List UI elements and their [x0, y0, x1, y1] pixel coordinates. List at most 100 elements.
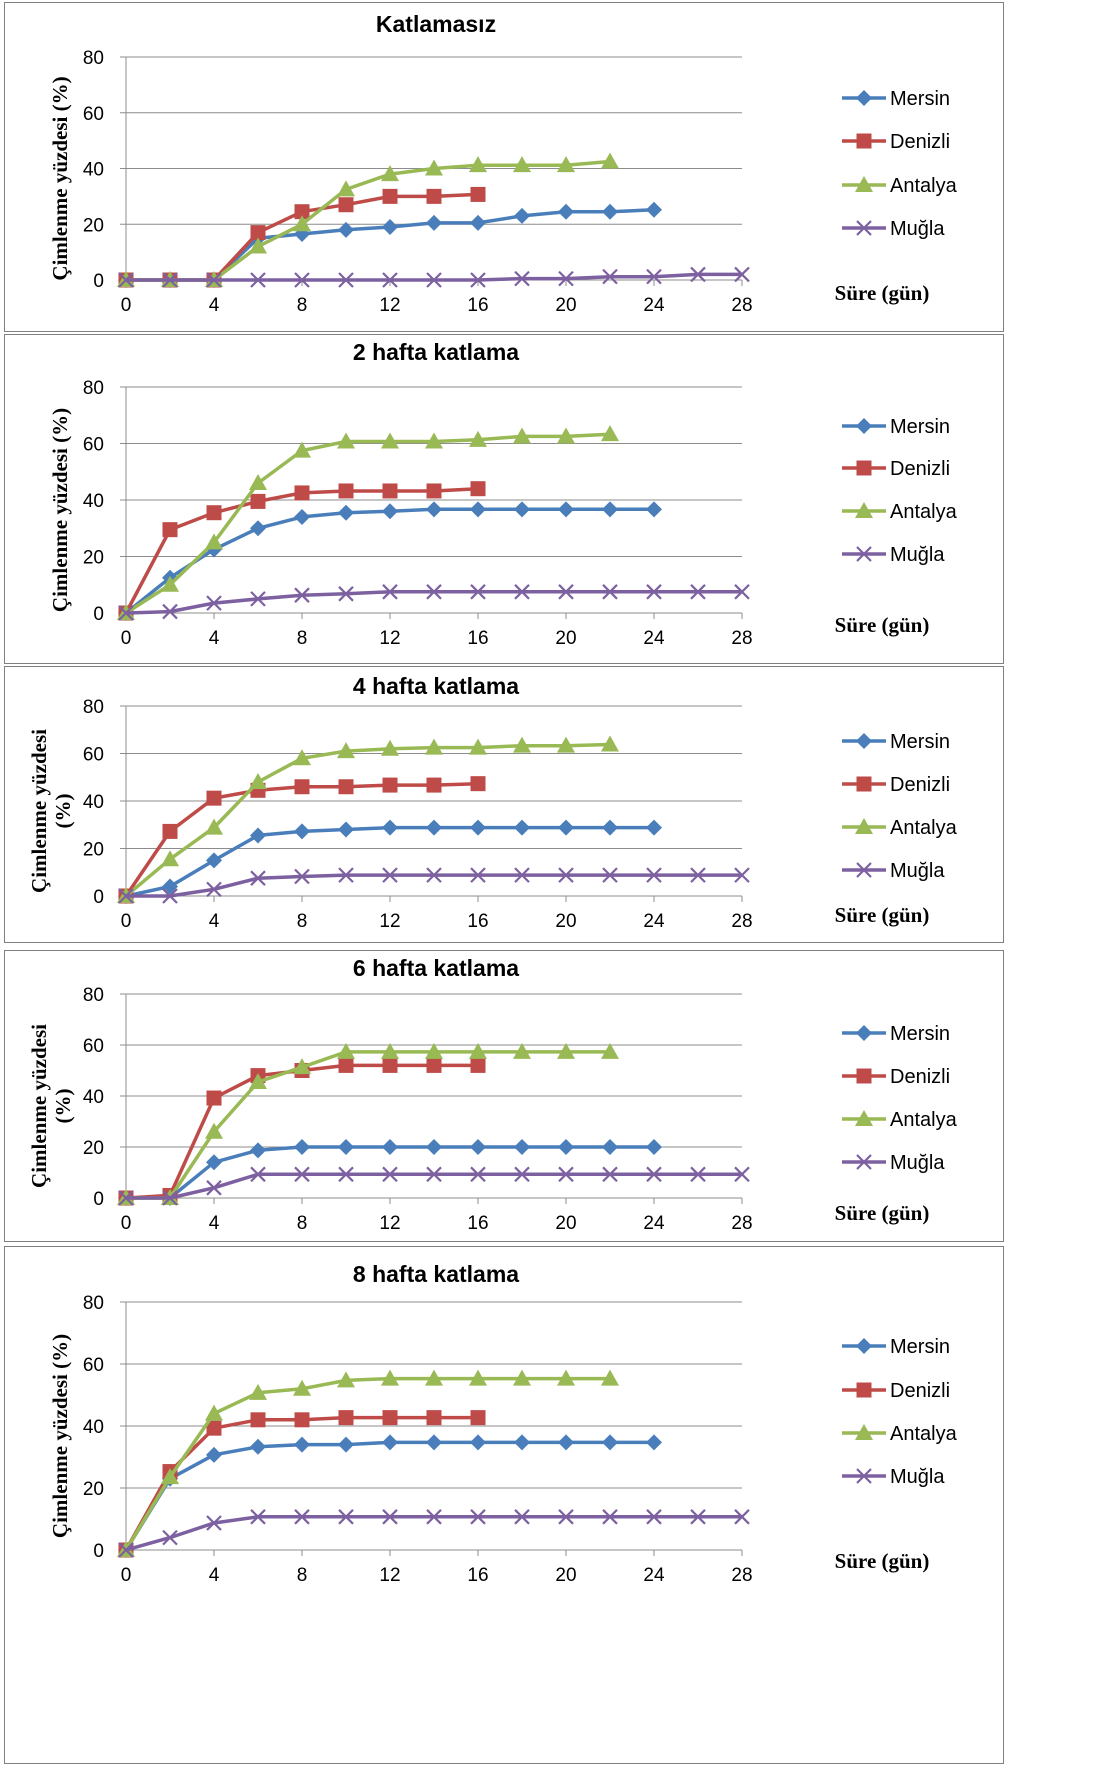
- data-point: [557, 736, 575, 753]
- data-point: [734, 867, 750, 883]
- data-point: [426, 188, 442, 204]
- chart-svg: 4 hafta katlama 0 20 40 60 80 0 4 8 12 16 20 24 28 Çim…: [4, 666, 1004, 943]
- data-point: [162, 522, 178, 538]
- x-axis-label: Süre (gün): [835, 1201, 930, 1225]
- data-point: [338, 1057, 354, 1073]
- data-point: [734, 1166, 750, 1183]
- data-point: [557, 156, 575, 173]
- chart-title: 6 hafta katlama: [353, 955, 519, 981]
- legend-label: Mersin: [890, 1023, 950, 1045]
- data-point: [293, 749, 311, 766]
- legend-label: Denizli: [890, 1380, 950, 1402]
- legend-marker: [856, 546, 872, 562]
- data-point: [602, 1509, 618, 1525]
- chart-panel-2: 2 hafta katlama 0 20 40 60 80 0 4 8 12 16 20 24 28 Çim…: [4, 334, 1004, 664]
- data-point: [470, 776, 486, 792]
- x-tick-label: 28: [731, 1565, 752, 1586]
- x-tick-label: 16: [467, 1565, 488, 1586]
- legend-item: Muğla: [842, 1152, 945, 1174]
- legend-item: Denizli: [842, 458, 950, 480]
- y-tick-label: 40: [83, 160, 104, 181]
- data-point: [469, 430, 487, 447]
- data-point: [382, 584, 398, 600]
- data-point: [514, 501, 530, 518]
- x-tick-label: 28: [731, 911, 752, 932]
- data-point: [602, 867, 618, 883]
- data-point: [250, 1509, 266, 1525]
- legend-item: Antalya: [842, 1423, 958, 1445]
- data-point: [426, 1057, 442, 1073]
- y-tick-label: 60: [83, 745, 104, 766]
- data-point: [294, 1412, 310, 1428]
- y-tick-label: 0: [93, 1189, 104, 1210]
- y-tick-label: 20: [83, 548, 104, 569]
- y-tick-label: 40: [83, 792, 104, 813]
- data-point: [250, 870, 266, 886]
- data-point: [513, 736, 531, 753]
- data-point: [162, 888, 178, 904]
- data-point: [162, 603, 178, 620]
- data-point: [601, 152, 619, 169]
- series-mersin: [118, 819, 662, 904]
- data-point: [646, 1434, 662, 1451]
- data-point: [118, 605, 134, 621]
- data-point: [646, 867, 662, 883]
- chart-svg: 6 hafta katlama 0 20 40 60 80 0 4 8 12 16 20 24 28 Çim…: [4, 950, 1004, 1242]
- series-muğla: [118, 266, 750, 288]
- legend-marker: [856, 776, 872, 792]
- legend-label: Antalya: [890, 817, 958, 839]
- data-point: [690, 1166, 706, 1183]
- legend-label: Mersin: [890, 416, 950, 438]
- data-point: [602, 1139, 618, 1155]
- legend-label: Muğla: [890, 218, 945, 240]
- data-point: [293, 1379, 311, 1396]
- data-point: [470, 1509, 486, 1525]
- data-point: [250, 1166, 266, 1183]
- data-point: [250, 1142, 266, 1159]
- data-point: [426, 1139, 442, 1155]
- data-point: [161, 1468, 179, 1485]
- legend-item: Denizli: [842, 1066, 950, 1088]
- data-point: [293, 1058, 311, 1075]
- y-tick-label: 40: [83, 1417, 104, 1438]
- data-point: [206, 505, 222, 521]
- legend-item: Mersin: [842, 416, 950, 438]
- data-point: [293, 215, 311, 232]
- data-point: [426, 272, 442, 288]
- data-point: [690, 1509, 706, 1525]
- data-point: [470, 1139, 486, 1155]
- x-tick-label: 4: [209, 1213, 220, 1234]
- x-tick-label: 0: [121, 911, 132, 932]
- y-axis-label: Çimlenme yüzdesi: [27, 729, 51, 893]
- y-tick-label: 60: [83, 104, 104, 125]
- legend-marker: [856, 733, 872, 749]
- data-point: [206, 1090, 222, 1106]
- data-point: [646, 501, 662, 518]
- data-point: [470, 1166, 486, 1183]
- data-point: [690, 584, 706, 600]
- data-point: [338, 504, 354, 521]
- data-point: [249, 773, 267, 789]
- data-point: [470, 1057, 486, 1073]
- data-point: [382, 503, 398, 520]
- chart-border: [4, 334, 1004, 664]
- data-point: [249, 474, 267, 491]
- data-point: [382, 272, 398, 288]
- legend-item: Mersin: [842, 88, 950, 110]
- data-point: [646, 268, 662, 285]
- legend-item: Antalya: [842, 175, 958, 197]
- data-point: [426, 1410, 442, 1426]
- x-tick-label: 12: [379, 911, 400, 932]
- legend-item: Denizli: [842, 1380, 950, 1402]
- y-axis-label: Çimlenme yüzdesi (%): [48, 76, 72, 280]
- data-point: [338, 867, 354, 883]
- x-tick-label: 20: [555, 1213, 576, 1234]
- data-point: [249, 1072, 267, 1089]
- legend-item: Antalya: [842, 1109, 958, 1131]
- series-line: [125, 432, 611, 615]
- legend-marker: [855, 1424, 873, 1440]
- y-tick-label: 40: [83, 491, 104, 512]
- data-point: [294, 204, 310, 220]
- data-point: [382, 777, 398, 793]
